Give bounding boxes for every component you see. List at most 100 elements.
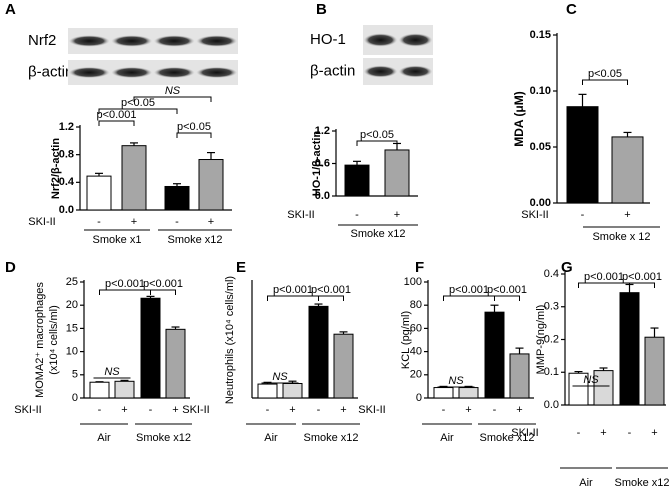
blot-label: HO-1 [310,31,346,48]
treatment-sign: - [266,404,270,416]
significance-label: p<0.05 [121,97,155,109]
blot-label: Nrf2 [28,32,56,49]
y-tick-label: 20 [410,369,422,381]
treatment-label: SKI-II [511,427,539,439]
treatment-label: SKI-II [14,404,42,416]
treatment-sign: - [98,404,102,416]
panel-letter: D [5,259,16,276]
y-axis-label: MOMA2⁺ macrophages [34,282,46,398]
bar [384,149,410,197]
bar [433,387,454,399]
y-tick-label: 0.1 [544,366,559,378]
y-tick-label: 0.8 [59,149,74,161]
significance-label: p<0.001 [311,284,351,296]
y-tick-label: 0 [72,392,78,404]
y-tick-label: 40 [410,346,422,358]
treatment-sign: + [340,404,346,416]
y-tick-label: 0.0 [59,204,74,216]
significance-label: NS [104,366,120,378]
treatment-sign: - [97,216,101,228]
significance-bracket [494,295,520,301]
bar [282,383,303,399]
y-tick-label: 1.2 [59,121,74,133]
y-tick-label: 100 [404,276,422,288]
significance-label: p<0.001 [449,284,489,296]
blot-band [153,67,195,78]
blot-band [196,35,238,47]
bar [333,333,354,399]
significance-bracket [98,108,178,114]
significance-label: p<0.05 [360,129,394,141]
group-label: Smoke x12 [136,432,191,444]
blot-band [398,33,433,47]
y-tick-label: 1.2 [315,125,330,137]
bar [644,336,665,406]
y-tick-label: 0.05 [530,141,551,153]
treatment-sign: - [175,216,179,228]
panel-letter: E [236,259,246,276]
bar [619,292,640,406]
y-tick-label: 60 [410,322,422,334]
significance-bracket [582,79,628,85]
y-axis-label: (x10⁴ cells/ml) [48,305,60,375]
bar [164,185,190,211]
group-label: Smoke x12 [350,228,405,240]
treatment-sign: - [577,427,581,439]
significance-label: NS [583,374,599,386]
treatment-sign: - [317,404,321,416]
significance-bracket [267,295,319,301]
treatment-sign: + [289,404,295,416]
bar [344,164,370,197]
treatment-sign: + [208,216,214,228]
significance-bracket [99,289,151,295]
significance-bracket [356,140,398,146]
treatment-label: SKI-II [182,404,210,416]
treatment-sign: - [628,427,632,439]
blot-band [68,35,110,47]
significance-bracket [98,120,135,126]
blot-label: β-actin [28,63,73,80]
y-tick-label: 5 [72,369,78,381]
significance-label: p<0.001 [487,284,527,296]
significance-bracket [443,295,495,301]
y-axis-label: KCL (pg/ml) [400,311,412,369]
y-tick-label: 15 [66,322,78,334]
group-label: Smoke x12 [614,477,669,489]
y-tick-label: 0.4 [59,176,75,188]
treatment-sign: + [465,404,471,416]
treatment-sign: - [149,404,153,416]
group-label: Smoke x 12 [592,231,650,243]
significance-bracket [133,96,212,102]
group-label: Smoke x12 [303,432,358,444]
significance-bracket [150,289,176,295]
panel-letter: A [5,1,16,18]
bar [86,175,112,211]
group-label: Smoke x12 [167,234,222,246]
y-tick-label: 80 [410,299,422,311]
bar [593,370,614,406]
panel-letter: C [566,1,577,18]
group-label: Air [579,477,593,489]
y-tick-label: 0.0 [315,190,330,202]
bar [509,353,530,399]
bar [198,159,224,211]
treatment-sign: + [121,404,127,416]
blot-band [196,67,238,78]
blot-band [111,67,153,78]
y-tick-label: 0 [416,392,422,404]
bar [121,145,147,211]
y-tick-label: 0.2 [544,333,559,345]
treatment-label: SKI-II [358,404,386,416]
group-label: Smoke x1 [93,234,142,246]
bar [308,305,329,399]
significance-label: p<0.05 [177,121,211,133]
treatment-sign: + [651,427,657,439]
treatment-label: SKI-II [521,209,549,221]
significance-label: p<0.001 [622,271,662,283]
blot-band [398,65,433,78]
y-tick-label: 0.10 [530,85,551,97]
treatment-sign: + [394,209,400,221]
blot-band [363,65,398,78]
y-axis-label: HO-1/β-actin [311,131,323,197]
panel-letter: F [415,259,424,276]
